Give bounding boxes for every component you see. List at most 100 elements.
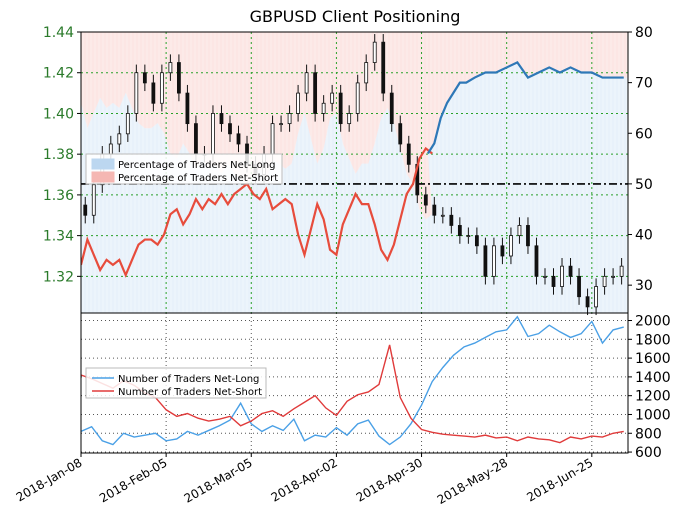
price-candle	[355, 82, 360, 114]
price-candle	[91, 184, 96, 216]
price-candle	[500, 245, 505, 257]
price-candle	[347, 113, 352, 125]
price-candle	[560, 265, 564, 287]
left-axis-tick-label: 1.44	[43, 25, 74, 41]
price-candle	[321, 102, 326, 114]
price-candle	[619, 265, 624, 277]
left-axis-tick-label: 1.36	[43, 188, 74, 204]
price-candle	[228, 123, 232, 135]
right-axis-tick-label: 50	[635, 177, 653, 193]
price-candle	[423, 194, 428, 206]
net-long-count-line	[81, 315, 624, 446]
price-candle	[177, 62, 181, 94]
price-candle	[457, 225, 462, 237]
price-candle	[117, 133, 122, 145]
price-candle	[474, 235, 479, 247]
price-candle	[219, 113, 224, 125]
right-axis-tick-label: 70	[635, 76, 653, 92]
upper-legend-box	[85, 153, 283, 185]
price-candle	[194, 123, 198, 155]
price-candle	[585, 296, 590, 308]
lower-legend-label: Number of Traders Net-Short	[118, 387, 262, 398]
price-candle	[389, 92, 394, 125]
price-candle	[594, 286, 598, 308]
price-candle	[509, 235, 513, 257]
price-candle	[406, 143, 411, 165]
upper-legend-swatch	[91, 158, 115, 170]
net-short-count-line	[81, 344, 624, 444]
chart-title: GBPUSD Client Positioning	[250, 7, 461, 26]
price-candle	[440, 214, 445, 217]
lower-right-axis-tick-label: 2000	[635, 314, 671, 330]
price-candle	[270, 123, 275, 155]
price-candle	[517, 225, 522, 237]
net-long-percent-line	[426, 60, 624, 155]
price-candle	[543, 275, 547, 278]
price-candle	[108, 143, 113, 155]
price-candle	[492, 245, 496, 277]
price-candle	[313, 72, 318, 114]
price-candle	[134, 72, 139, 114]
left-axis-tick-label: 1.34	[43, 229, 74, 245]
price-candle	[142, 72, 147, 84]
net-short-shading	[81, 32, 628, 220]
lower-right-axis-tick-label: 800	[635, 426, 662, 442]
price-candle	[466, 235, 471, 238]
price-candle	[83, 204, 88, 216]
x-axis-tick-label: 2018-Jan-08	[14, 455, 85, 504]
price-candle	[151, 82, 156, 104]
left-axis-tick-label: 1.42	[43, 66, 74, 82]
x-axis-tick-label: 2018-Jun-25	[524, 455, 595, 504]
price-candle	[449, 214, 454, 226]
price-candle	[125, 113, 130, 135]
lower-right-axis-tick-label: 1000	[635, 407, 671, 423]
net-long-shading	[81, 62, 628, 313]
x-axis-tick-label: 2018-Mar-05	[182, 455, 255, 505]
net-short-percent-line	[81, 146, 433, 278]
lower-right-axis-tick-label: 1800	[635, 332, 671, 348]
price-candle	[602, 275, 607, 287]
right-axis-tick-label: 80	[635, 25, 653, 41]
x-axis-tick-label: 2018-Feb-05	[97, 455, 170, 505]
price-candle	[296, 92, 300, 114]
lower-panel-frame	[80, 312, 629, 454]
price-candle	[577, 275, 581, 298]
upper-legend-label: Percentage of Traders Net-Long	[118, 160, 276, 171]
left-axis-tick-label: 1.40	[43, 106, 74, 122]
right-axis-tick-label: 30	[635, 278, 653, 294]
left-axis-tick-label: 1.32	[43, 269, 74, 285]
price-candle	[432, 204, 437, 216]
upper-legend-label: Percentage of Traders Net-Short	[118, 173, 278, 184]
x-axis-tick-label: 2018-Apr-30	[354, 455, 425, 504]
lower-right-axis-tick-label: 1600	[635, 351, 671, 367]
x-axis-tick-label: 2018-May-28	[435, 455, 510, 507]
price-candle	[398, 123, 403, 145]
price-candle	[381, 41, 386, 94]
price-candle	[304, 72, 309, 94]
lower-legend-label: Number of Traders Net-Long	[118, 374, 259, 385]
price-candle	[287, 113, 292, 125]
left-axis-tick-label: 1.38	[43, 147, 74, 163]
price-candle	[534, 245, 539, 277]
price-candle	[159, 72, 164, 104]
price-candle	[211, 113, 215, 155]
price-candle	[168, 62, 173, 74]
price-candle	[568, 265, 573, 277]
lower-right-axis-tick-label: 1400	[635, 370, 671, 386]
price-candle	[483, 245, 488, 277]
x-axis-tick-label: 2018-Apr-02	[269, 455, 340, 504]
lower-right-axis-tick-label: 600	[635, 445, 662, 461]
upper-legend-swatch	[91, 171, 115, 183]
price-candle	[364, 62, 369, 84]
lower-right-axis-tick-label: 1200	[635, 389, 671, 405]
price-candle	[185, 92, 190, 125]
price-candle	[279, 123, 283, 126]
price-candle	[372, 41, 377, 63]
right-axis-tick-label: 60	[635, 126, 653, 142]
price-candle	[330, 92, 335, 104]
price-candle	[236, 133, 241, 145]
right-axis-tick-label: 40	[635, 228, 653, 244]
lower-legend-box	[85, 367, 267, 399]
